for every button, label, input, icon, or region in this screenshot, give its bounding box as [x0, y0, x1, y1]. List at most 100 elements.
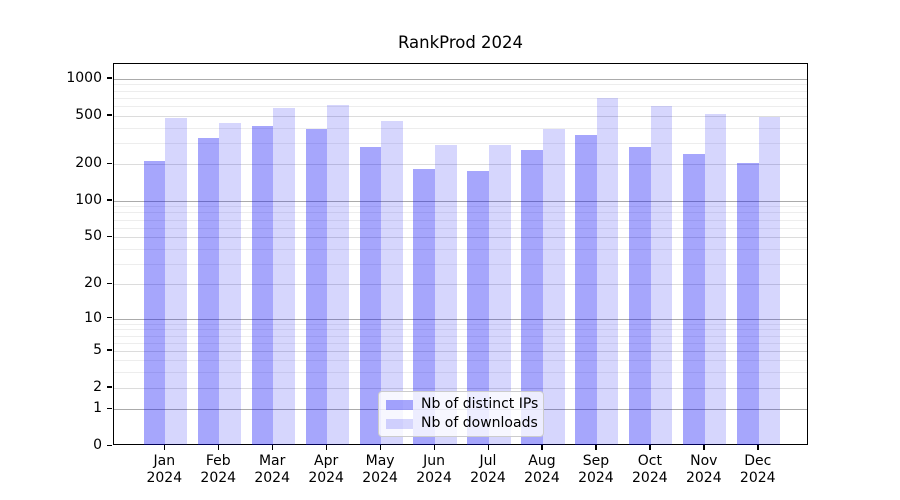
gridline-500 — [114, 115, 807, 117]
bar-jun-distinct-ips — [413, 168, 436, 445]
legend-item-distinct-ips: Nb of distinct IPs — [386, 397, 543, 412]
y-tick-label-20: 20 — [84, 275, 102, 292]
bar-may-distinct-ips — [359, 146, 382, 445]
bar-jul-downloads — [489, 144, 511, 445]
y-axis-tick-0 — [107, 444, 112, 446]
x-axis-tick-nov — [703, 445, 705, 450]
bar-feb-downloads — [219, 122, 241, 445]
bar-mar-downloads — [273, 107, 295, 445]
y-axis-tick-200 — [107, 162, 112, 165]
y-tick-label-1: 1 — [93, 400, 102, 417]
gridline-80 — [114, 212, 807, 214]
bar-nov-downloads — [704, 114, 727, 445]
gridline-40 — [114, 248, 807, 250]
gridline-100 — [114, 200, 807, 202]
x-tick-label-may: May 2024 — [362, 453, 398, 486]
x-tick-label-sep: Sep 2024 — [578, 453, 614, 486]
x-axis-tick-oct — [649, 445, 651, 450]
gridline-6 — [114, 342, 807, 344]
plot-area — [113, 63, 808, 445]
gridline-1000 — [114, 78, 807, 80]
gridline-300 — [114, 142, 807, 144]
gridline-900 — [114, 84, 807, 86]
gridline-800 — [114, 90, 807, 92]
y-tick-label-1000: 1000 — [66, 69, 102, 86]
gridline-8 — [114, 329, 807, 331]
gridline-20 — [114, 284, 807, 286]
y-axis-tick-2 — [107, 386, 112, 388]
x-tick-label-jan: Jan 2024 — [146, 453, 183, 486]
x-tick-label-dec: Dec 2024 — [739, 453, 776, 486]
x-axis-tick-apr — [325, 445, 328, 450]
y-tick-label-2: 2 — [93, 378, 102, 395]
x-axis-tick-sep — [595, 445, 597, 450]
gridline-3 — [114, 372, 807, 374]
legend-label-downloads: Nb of downloads — [421, 415, 538, 431]
bar-mar-distinct-ips — [251, 125, 274, 445]
bar-nov-distinct-ips — [683, 153, 705, 445]
bar-jan-distinct-ips — [143, 161, 166, 445]
bar-may-downloads — [381, 120, 403, 445]
bar-oct-distinct-ips — [629, 146, 651, 445]
gridline-90 — [114, 206, 807, 208]
bar-dec-distinct-ips — [737, 162, 759, 445]
y-tick-label-10: 10 — [84, 309, 102, 326]
x-axis-tick-mar — [271, 445, 274, 450]
bar-sep-distinct-ips — [575, 134, 597, 445]
x-tick-label-oct: Oct 2024 — [632, 453, 668, 486]
gridline-9 — [114, 323, 807, 325]
y-axis-tick-50 — [107, 235, 112, 237]
bar-apr-distinct-ips — [305, 128, 328, 445]
y-tick-label-500: 500 — [75, 106, 102, 123]
x-axis-tick-feb — [217, 445, 220, 450]
gridline-70 — [114, 219, 807, 221]
bar-jun-downloads — [435, 144, 457, 445]
bar-jan-downloads — [165, 117, 187, 445]
bar-aug-distinct-ips — [521, 150, 543, 445]
x-tick-label-apr: Apr 2024 — [308, 453, 344, 486]
chart-title: RankProd 2024 — [397, 33, 524, 52]
y-tick-label-100: 100 — [75, 191, 102, 208]
gridline-600 — [114, 106, 807, 107]
gridline-700 — [114, 97, 807, 99]
bar-aug-downloads — [542, 128, 565, 445]
gridline-4 — [114, 360, 807, 362]
x-tick-label-jun: Jun 2024 — [416, 453, 452, 486]
y-axis-tick-500 — [107, 114, 112, 116]
bar-apr-downloads — [327, 105, 349, 445]
gridline-7 — [114, 335, 807, 337]
x-axis-tick-may — [379, 445, 381, 450]
gridline-50 — [114, 237, 807, 239]
x-axis-tick-jan — [163, 445, 166, 450]
gridline-400 — [114, 127, 807, 129]
y-tick-label-50: 50 — [84, 228, 102, 245]
x-tick-label-jul: Jul 2024 — [470, 453, 506, 486]
gridline-2 — [114, 387, 807, 389]
bar-dec-downloads — [758, 117, 781, 445]
gridline-30 — [114, 263, 807, 265]
y-axis-tick-1000 — [107, 77, 112, 79]
legend-item-downloads: Nb of downloads — [386, 416, 543, 431]
x-axis-tick-aug — [541, 445, 543, 450]
y-tick-label-5: 5 — [93, 341, 102, 358]
legend-swatch-downloads — [386, 418, 413, 429]
y-tick-label-0: 0 — [93, 437, 102, 453]
y-axis-tick-100 — [107, 199, 112, 201]
y-axis-tick-1 — [107, 407, 112, 410]
y-axis-tick-20 — [107, 282, 112, 285]
y-axis-tick-5 — [107, 349, 112, 351]
bar-jul-distinct-ips — [467, 171, 489, 445]
bar-feb-distinct-ips — [197, 137, 220, 445]
legend-swatch-distinct-ips — [386, 399, 413, 410]
x-tick-label-mar: Mar 2024 — [254, 453, 290, 486]
bar-sep-downloads — [596, 97, 619, 445]
legend: Nb of distinct IPs Nb of downloads — [378, 391, 544, 437]
gridline-10 — [114, 318, 807, 320]
y-tick-label-200: 200 — [75, 155, 102, 172]
gridline-5 — [114, 350, 807, 352]
legend-label-distinct-ips: Nb of distinct IPs — [421, 396, 539, 412]
y-axis-tick-10 — [107, 317, 112, 319]
x-tick-label-nov: Nov 2024 — [685, 453, 722, 486]
x-axis-tick-jun — [433, 445, 435, 450]
